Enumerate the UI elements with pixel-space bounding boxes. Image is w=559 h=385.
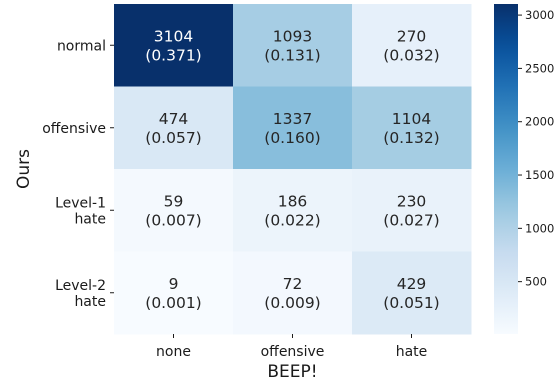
heatmap-cell bbox=[233, 169, 353, 252]
cell-fraction-label: (0.051) bbox=[383, 294, 439, 312]
heatmap-cell bbox=[114, 251, 234, 335]
heatmap-cell bbox=[233, 4, 353, 87]
cell-count-label: 1104 bbox=[392, 110, 431, 128]
cell-count-label: 474 bbox=[159, 110, 189, 128]
heatmap-cells: 3104(0.371)1093(0.131)270(0.032)474(0.05… bbox=[114, 4, 472, 335]
heatmap-cell bbox=[114, 4, 234, 87]
colorbar-tick-label: 1000 bbox=[525, 221, 554, 235]
cell-count-label: 270 bbox=[397, 27, 427, 45]
colorbar-tick-label: 2500 bbox=[525, 61, 554, 75]
x-tick-label: offensive bbox=[261, 344, 325, 360]
y-tick-label: offensive bbox=[42, 121, 106, 137]
heatmap-cell bbox=[352, 169, 472, 252]
y-tick-label: hate bbox=[74, 294, 106, 310]
cell-fraction-label: (0.032) bbox=[383, 46, 439, 64]
y-tick-label: hate bbox=[74, 211, 106, 227]
y-tick-label: Level-2 bbox=[55, 278, 106, 294]
cell-count-label: 59 bbox=[164, 192, 184, 210]
colorbar-tick-label: 3000 bbox=[525, 8, 554, 22]
colorbar-tick-label: 500 bbox=[525, 275, 547, 289]
cell-count-label: 429 bbox=[397, 275, 427, 293]
cell-fraction-label: (0.009) bbox=[264, 294, 320, 312]
x-tick-label: hate bbox=[396, 344, 428, 360]
cell-count-label: 1337 bbox=[273, 110, 312, 128]
cell-count-label: 3104 bbox=[154, 27, 193, 45]
cell-fraction-label: (0.027) bbox=[383, 211, 439, 229]
y-tick-label: Level-1 bbox=[55, 195, 106, 211]
heatmap-cell bbox=[352, 86, 472, 170]
cell-fraction-label: (0.001) bbox=[145, 294, 201, 312]
cell-fraction-label: (0.022) bbox=[264, 211, 320, 229]
heatmap-cell bbox=[233, 251, 353, 335]
cell-fraction-label: (0.371) bbox=[145, 46, 201, 64]
cell-count-label: 1093 bbox=[273, 27, 312, 45]
cell-fraction-label: (0.132) bbox=[383, 129, 439, 147]
heatmap-cell bbox=[352, 4, 472, 87]
cell-count-label: 9 bbox=[169, 275, 179, 293]
x-tick-labels: none offensive hate bbox=[156, 334, 427, 360]
colorbar bbox=[494, 4, 518, 334]
x-axis-label: BEEP! bbox=[267, 362, 317, 382]
x-tick-label: none bbox=[156, 344, 191, 360]
y-axis-label: Ours bbox=[14, 149, 34, 189]
colorbar-tick-label: 1500 bbox=[525, 168, 554, 182]
cell-count-label: 230 bbox=[397, 192, 427, 210]
colorbar-tick-labels: 500 1000 1500 2000 2500 3000 bbox=[518, 8, 554, 289]
cell-fraction-label: (0.160) bbox=[264, 129, 320, 147]
cell-fraction-label: (0.007) bbox=[145, 211, 201, 229]
colorbar-tick-label: 2000 bbox=[525, 115, 554, 129]
heatmap-cell bbox=[352, 251, 472, 335]
heatmap-cell bbox=[233, 86, 353, 170]
cell-fraction-label: (0.131) bbox=[264, 46, 320, 64]
y-tick-label: normal bbox=[57, 38, 106, 54]
heatmap-cell bbox=[114, 86, 234, 170]
heatmap-cell bbox=[114, 169, 234, 252]
cell-fraction-label: (0.057) bbox=[145, 129, 201, 147]
cell-count-label: 72 bbox=[283, 275, 303, 293]
cell-count-label: 186 bbox=[278, 192, 308, 210]
